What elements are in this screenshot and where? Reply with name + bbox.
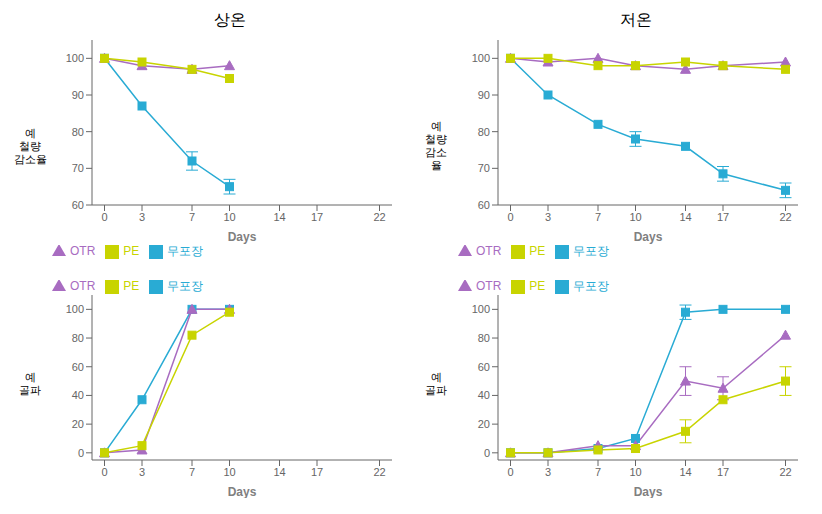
svg-text:70: 70 [478,162,490,174]
svg-text:Days: Days [228,485,257,498]
html-text:무포장: 무포장 [167,244,204,258]
svg-text:7: 7 [595,466,601,478]
html-text:상온: 상온 [214,11,246,28]
html-text:OTR: OTR [476,244,502,258]
svg-text:20: 20 [478,418,490,430]
html-text:PE: PE [529,244,546,258]
svg-text:60: 60 [478,361,490,373]
svg-text:10: 10 [223,211,235,223]
svg-text:80: 80 [72,332,84,344]
svg-text:80: 80 [478,332,490,344]
svg-text:10: 10 [629,211,641,223]
html-text:OTR: OTR [476,279,502,293]
svg-text:7: 7 [595,211,601,223]
svg-text:3: 3 [545,211,551,223]
svg-text:100: 100 [472,303,490,315]
svg-text:0: 0 [484,447,490,459]
svg-text:17: 17 [311,466,323,478]
svg-text:0: 0 [507,466,513,478]
svg-text:14: 14 [679,211,691,223]
svg-text:17: 17 [717,211,729,223]
svg-text:0: 0 [101,466,107,478]
svg-text:17: 17 [717,466,729,478]
svg-text:40: 40 [478,389,490,401]
svg-text:80: 80 [72,126,84,138]
svg-text:22: 22 [373,466,385,478]
html-text:PE: PE [123,244,140,258]
svg-text:Days: Days [634,485,663,498]
svg-text:100: 100 [66,303,84,315]
html-text:PE: PE [529,279,546,293]
html-text:예 골파: 예 골파 [425,371,447,396]
svg-text:90: 90 [72,89,84,101]
html-text:예 철량 감소 율: 예 철량 감소 율 [425,120,447,171]
html-text:무포장: 무포장 [167,279,204,293]
svg-text:20: 20 [72,418,84,430]
svg-text:40: 40 [72,389,84,401]
svg-text:22: 22 [373,211,385,223]
svg-text:Days: Days [228,230,257,244]
svg-text:0: 0 [101,211,107,223]
svg-text:90: 90 [478,89,490,101]
svg-text:22: 22 [779,466,791,478]
html-text:저온: 저온 [620,11,652,28]
svg-text:100: 100 [66,52,84,64]
svg-text:60: 60 [72,199,84,211]
svg-text:7: 7 [189,466,195,478]
svg-text:100: 100 [472,52,490,64]
svg-text:7: 7 [189,211,195,223]
svg-text:80: 80 [478,126,490,138]
svg-text:14: 14 [679,466,691,478]
svg-text:0: 0 [78,447,84,459]
html-text:OTR: OTR [70,244,96,258]
html-text:무포장: 무포장 [573,244,610,258]
svg-text:60: 60 [72,361,84,373]
svg-text:0: 0 [507,211,513,223]
svg-text:Days: Days [634,230,663,244]
svg-text:10: 10 [223,466,235,478]
html-text:예 철량 감소율: 예 철량 감소율 [13,126,47,165]
html-text:PE: PE [123,279,140,293]
svg-text:14: 14 [273,466,285,478]
html-text:무포장: 무포장 [573,279,610,293]
svg-text:3: 3 [139,466,145,478]
svg-text:60: 60 [478,199,490,211]
svg-text:17: 17 [311,211,323,223]
html-text:예 골파: 예 골파 [19,371,41,396]
svg-text:14: 14 [273,211,285,223]
svg-text:3: 3 [139,211,145,223]
svg-text:10: 10 [629,466,641,478]
html-text:OTR: OTR [70,279,96,293]
svg-text:3: 3 [545,466,551,478]
svg-text:70: 70 [72,162,84,174]
svg-text:22: 22 [779,211,791,223]
